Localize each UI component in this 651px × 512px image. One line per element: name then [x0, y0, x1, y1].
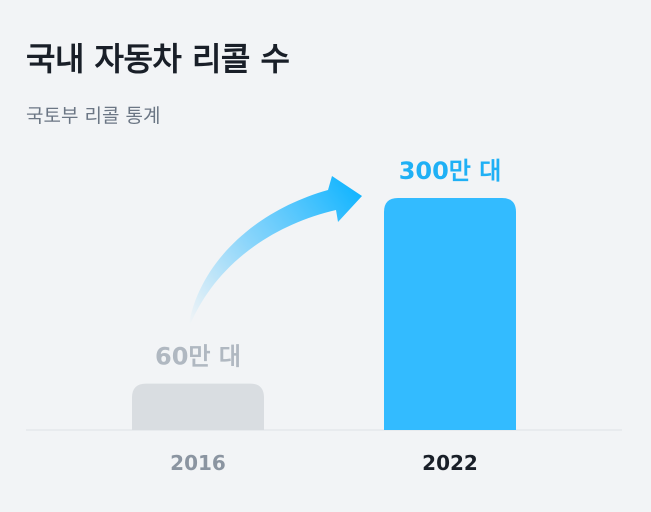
page-title: 국내 자동차 리콜 수 [26, 40, 290, 78]
data-label-2016: 60만 대 [155, 343, 241, 371]
bar-2016 [132, 383, 264, 430]
x-tick-label-2016: 2016 [170, 451, 226, 475]
data-label-2022: 300만 대 [399, 157, 502, 185]
bar-2022 [384, 198, 516, 430]
increase-arrow-icon [188, 176, 362, 330]
x-tick-label-2022: 2022 [422, 451, 478, 475]
page-subtitle: 국토부 리콜 통계 [26, 105, 161, 127]
